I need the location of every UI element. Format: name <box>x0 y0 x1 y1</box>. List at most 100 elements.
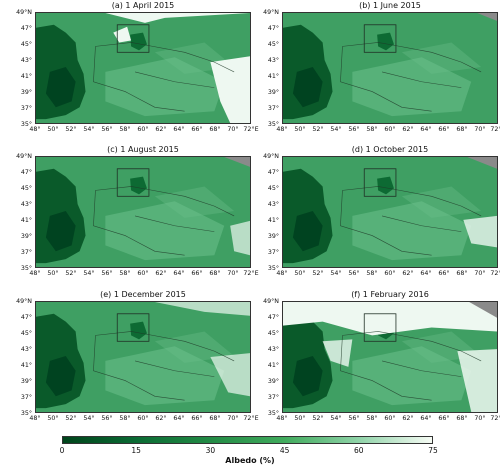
longitude-label: 52° <box>312 415 324 422</box>
snow-cover <box>283 302 497 336</box>
no-data-region <box>467 157 497 169</box>
longitude-label: 62° <box>155 415 167 422</box>
longitude-label: 64° <box>420 126 432 133</box>
latitude-label: 49°N <box>16 298 32 305</box>
caspian-deep <box>45 211 76 252</box>
longitude-label: 64° <box>420 415 432 422</box>
caspian-deep <box>292 356 323 397</box>
albedo-map <box>35 12 251 124</box>
longitude-label: 52° <box>65 270 77 277</box>
longitude-label: 54° <box>83 126 95 133</box>
longitude-label: 72°E <box>243 126 259 133</box>
longitude-label: 64° <box>173 126 185 133</box>
longitude-label: 50° <box>294 126 306 133</box>
aral-sea <box>377 32 394 51</box>
latitude-label: 49°N <box>263 9 279 16</box>
map-panel: (e) 1 December 2015 49°N 47° 45° 43° 41° 39° 37… <box>16 289 258 423</box>
panel-title: (d) 1 October 2015 <box>351 145 429 154</box>
longitude-label: 56° <box>348 270 360 277</box>
colorbar-tick-label: 0 <box>59 446 65 455</box>
study-area-box <box>116 24 150 53</box>
aral-sea <box>130 176 147 195</box>
panel-title: (a) 1 April 2015 <box>111 1 175 10</box>
aral-sea <box>130 321 147 340</box>
longitude-label: 54° <box>330 270 342 277</box>
longitude-label: 50° <box>47 270 59 277</box>
desert-region <box>105 57 225 117</box>
longitude-label: 58° <box>119 270 131 277</box>
latitude-label: 39° <box>267 233 279 240</box>
longitude-label: 60° <box>137 415 149 422</box>
latitude-label: 37° <box>267 105 279 112</box>
colorbar-tick-label: 45 <box>279 446 290 455</box>
longitude-label: 56° <box>101 126 113 133</box>
longitude-label: 68° <box>456 126 468 133</box>
longitude-label: 54° <box>83 415 95 422</box>
bright-surface <box>230 220 250 256</box>
latitude-label: 37° <box>267 249 279 256</box>
longitude-label: 60° <box>137 126 149 133</box>
latitude-label: 47° <box>20 169 32 176</box>
latitude-label: 47° <box>267 169 279 176</box>
longitude-label: 60° <box>384 415 396 422</box>
map-panel: (b) 1 June 2015 49°N 47° 45° 43° 41° 39° 37° 35°… <box>263 0 500 134</box>
latitude-label: 45° <box>267 41 279 48</box>
latitude-label: 41° <box>20 73 32 80</box>
caspian-deep <box>45 356 76 397</box>
longitude-label: 48° <box>29 126 41 133</box>
panel-title: (f) 1 February 2016 <box>351 290 429 299</box>
latitude-label: 45° <box>267 330 279 337</box>
aral-sea <box>130 32 147 51</box>
longitude-label: 56° <box>348 126 360 133</box>
country-border <box>340 331 482 401</box>
latitude-label: 45° <box>20 41 32 48</box>
latitude-label: 35° <box>267 410 279 417</box>
longitude-label: 60° <box>384 270 396 277</box>
longitude-label: 50° <box>294 270 306 277</box>
latitude-label: 49°N <box>16 153 32 160</box>
longitude-label: 70° <box>227 415 239 422</box>
aral-sea <box>377 176 394 195</box>
country-border <box>93 331 235 401</box>
longitude-label: 62° <box>155 270 167 277</box>
longitude-label: 48° <box>276 270 288 277</box>
colorbar-tick-label: 75 <box>428 446 438 455</box>
longitude-label: 68° <box>209 415 221 422</box>
latitude-label: 47° <box>20 25 32 32</box>
study-area-box <box>363 313 397 342</box>
study-area-box <box>116 313 150 342</box>
longitude-label: 52° <box>65 126 77 133</box>
longitude-label: 70° <box>474 415 486 422</box>
longitude-label: 50° <box>47 126 59 133</box>
snow-cover <box>210 353 250 397</box>
latitude-label: 43° <box>20 201 32 208</box>
longitude-label: 62° <box>402 126 414 133</box>
panel-title: (b) 1 June 2015 <box>359 1 421 10</box>
latitude-label: 43° <box>20 57 32 64</box>
longitude-label: 62° <box>402 270 414 277</box>
snow-cover <box>154 302 250 316</box>
latitude-label: 37° <box>20 394 32 401</box>
snow-cover <box>210 56 250 123</box>
longitude-label: 50° <box>294 415 306 422</box>
colorbar-tick-label: 30 <box>205 446 216 455</box>
longitude-label: 70° <box>474 270 486 277</box>
longitude-label: 72°E <box>490 270 500 277</box>
longitude-label: 66° <box>191 126 203 133</box>
map-panel: (d) 1 October 2015 49°N 47° 45° 43° 41° 39° 37°… <box>263 144 500 278</box>
longitude-label: 66° <box>438 126 450 133</box>
latitude-label: 41° <box>20 217 32 224</box>
desert-region <box>105 346 225 406</box>
latitude-label: 41° <box>267 73 279 80</box>
longitude-label: 48° <box>276 415 288 422</box>
longitude-label: 54° <box>330 126 342 133</box>
albedo-map <box>35 156 251 268</box>
longitude-label: 56° <box>101 415 113 422</box>
latitude-label: 45° <box>20 185 32 192</box>
longitude-label: 58° <box>119 126 131 133</box>
longitude-label: 52° <box>312 270 324 277</box>
latitude-label: 37° <box>20 105 32 112</box>
longitude-label: 68° <box>209 126 221 133</box>
longitude-label: 68° <box>456 415 468 422</box>
snow-cover <box>457 349 497 412</box>
